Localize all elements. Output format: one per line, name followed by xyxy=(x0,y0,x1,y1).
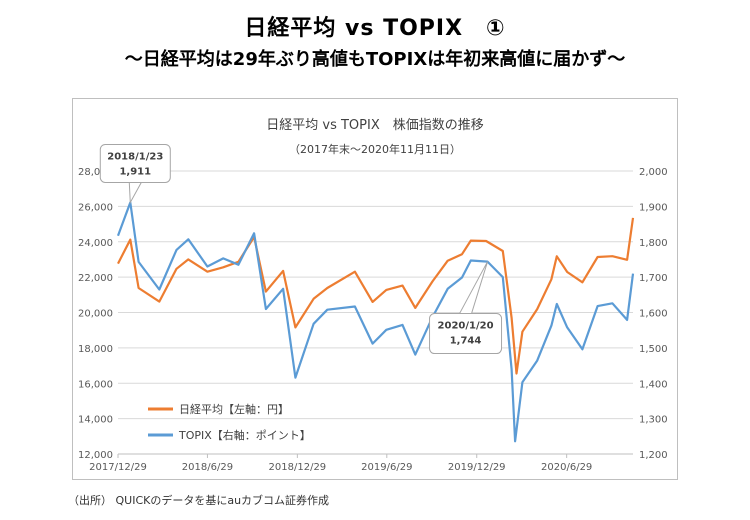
y-left-tick-label: 16,000 xyxy=(78,379,113,390)
chart-title: 日経平均 vs TOPIX 株価指数の推移 xyxy=(266,118,483,133)
y-left-tick-label: 14,000 xyxy=(78,415,113,426)
page-title: 日経平均 vs TOPIX ① xyxy=(244,16,506,41)
y-right-tick-label: 1,900 xyxy=(639,202,668,213)
y-right-tick-label: 1,800 xyxy=(639,238,668,249)
callout-label: 2020/1/20 xyxy=(438,321,494,332)
y-left-tick-label: 28,000 xyxy=(78,167,113,178)
callouts: 2018/1/23 1,911 2020/1/20 1,744 xyxy=(99,143,503,355)
legend: 日経平均【左軸：円】 TOPIX【右軸：ポイント】 xyxy=(148,402,311,442)
axes: 12,000 14,000 16,000 18,000 20,000 22,000 24,0… xyxy=(78,167,668,473)
page-subtitle: ～日経平均は29年ぶり高値もTOPIXは年初来高値に届かず～ xyxy=(124,49,626,70)
callout-pointer xyxy=(128,181,143,205)
y-right-tick-label: 1,500 xyxy=(639,344,668,355)
y-right-tick-label: 1,400 xyxy=(639,379,668,390)
x-tick-label: 2019/12/29 xyxy=(448,462,506,473)
callout-label: 1,911 xyxy=(119,166,151,177)
callout-label: 2018/1/23 xyxy=(107,151,163,162)
legend-label: TOPIX【右軸：ポイント】 xyxy=(178,428,311,442)
legend-label: 日経平均【左軸：円】 xyxy=(179,402,289,416)
y-right-tick-label: 2,000 xyxy=(639,167,668,178)
y-left-tick-label: 20,000 xyxy=(78,309,113,320)
topix-line xyxy=(116,201,635,443)
x-tick-label: 2020/6/29 xyxy=(541,462,592,473)
source-note: （出所） QUICKのデータを基にauカブコム証券作成 xyxy=(68,494,330,507)
y-left-tick-label: 18,000 xyxy=(78,344,113,355)
line-chart: 日経平均 vs TOPIX 株価指数の推移 （2017年末～2020年11月11… xyxy=(78,118,668,473)
callout: 2020/1/20 1,744 xyxy=(429,261,503,355)
callout: 2018/1/23 1,911 xyxy=(99,143,171,205)
y-left-tick-label: 22,000 xyxy=(78,273,113,284)
y-right-tick-label: 1,600 xyxy=(639,309,668,320)
callout-box xyxy=(429,313,503,355)
x-tick-label: 2018/12/29 xyxy=(269,462,327,473)
gridlines xyxy=(118,170,633,455)
nikkei-line xyxy=(117,217,635,375)
y-left-tick-label: 24,000 xyxy=(78,238,113,249)
chart-subtitle: （2017年末～2020年11月11日） xyxy=(289,142,461,156)
callout-box xyxy=(99,143,171,183)
x-tick-label: 2019/6/29 xyxy=(361,462,412,473)
y-right-tick-label: 1,300 xyxy=(639,415,668,426)
callout-label: 1,744 xyxy=(450,336,482,347)
chart-frame: 日経平均 vs TOPIX 株価指数の推移 （2017年末～2020年11月11… xyxy=(72,98,678,480)
x-tick-label: 2018/6/29 xyxy=(182,462,233,473)
y-right-tick-label: 1,200 xyxy=(639,450,668,461)
y-left-tick-label: 12,000 xyxy=(78,450,113,461)
y-left-tick-label: 26,000 xyxy=(78,202,113,213)
series-lines xyxy=(116,201,635,443)
y-right-tick-label: 1,700 xyxy=(639,273,668,284)
callout-pointer xyxy=(458,261,489,315)
x-tick-label: 2017/12/29 xyxy=(89,462,147,473)
